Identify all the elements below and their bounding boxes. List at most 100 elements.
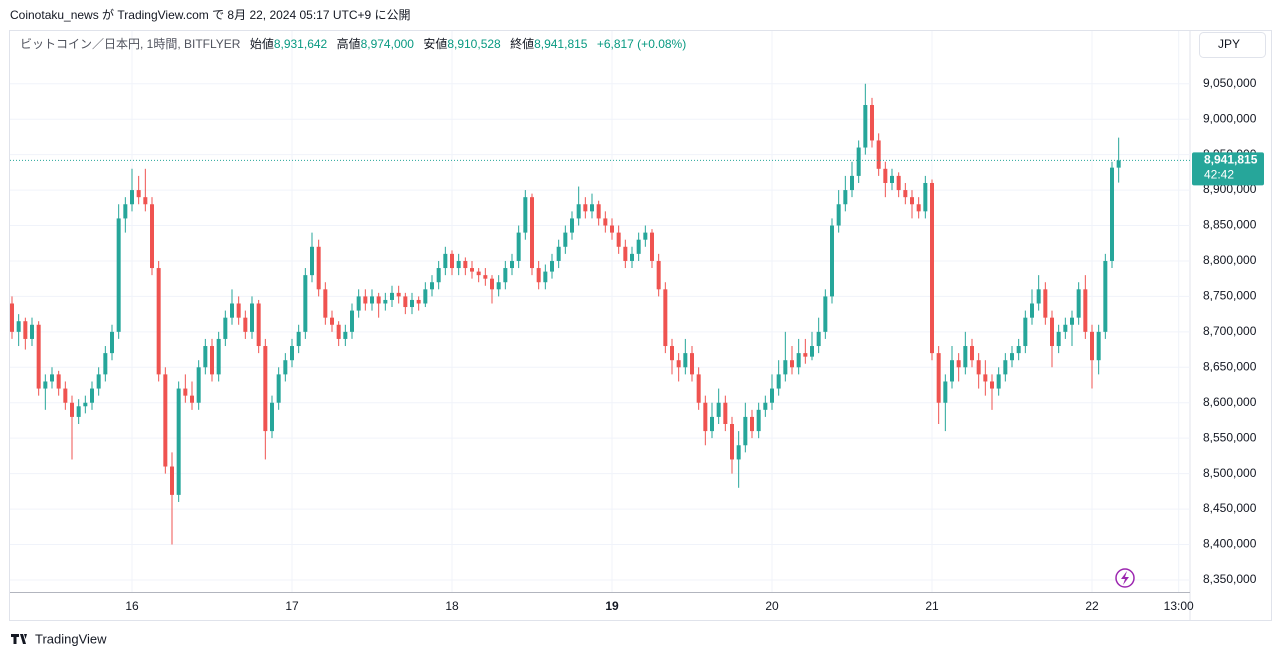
candle-body xyxy=(703,402,708,432)
candle-body xyxy=(90,388,94,403)
candle-body xyxy=(176,388,181,495)
candle-body xyxy=(890,175,894,183)
legend-symbol: ビットコイン／日本円, 1時間, BITFLYER xyxy=(20,37,241,51)
candle-body xyxy=(636,239,641,254)
x-tick-label: 22 xyxy=(1085,599,1099,613)
candle-body xyxy=(563,232,568,247)
candle-body xyxy=(356,296,361,311)
candle-body xyxy=(910,197,914,205)
x-tick-label: 18 xyxy=(445,599,459,613)
candle-body xyxy=(950,360,954,382)
legend-low: 8,910,528 xyxy=(447,37,501,51)
candle-body xyxy=(350,310,354,332)
candle-body xyxy=(163,374,168,467)
candle-body xyxy=(970,346,974,361)
y-tick-label: 9,000,000 xyxy=(1203,111,1257,125)
candle-body xyxy=(1003,360,1008,375)
candle-body xyxy=(250,303,254,332)
x-tick-label: 17 xyxy=(285,599,299,613)
candle-body xyxy=(656,260,661,290)
candle-body xyxy=(1096,331,1101,361)
candle-body xyxy=(870,105,874,141)
candle-body xyxy=(110,331,114,354)
candle-body xyxy=(956,360,961,368)
candle-body xyxy=(383,299,388,304)
candle-body xyxy=(36,324,41,389)
candle-body xyxy=(430,282,434,290)
legend-open: 8,931,642 xyxy=(274,37,328,51)
candle-body xyxy=(576,204,581,219)
candle-body xyxy=(1076,289,1081,318)
candle-body xyxy=(1036,289,1041,304)
candle-body xyxy=(770,388,774,403)
y-tick-label: 8,550,000 xyxy=(1203,430,1257,444)
candle-body xyxy=(610,225,614,233)
candle-body xyxy=(323,289,328,318)
candle-body xyxy=(723,402,728,424)
candle-body xyxy=(523,197,528,233)
candle-body xyxy=(456,260,461,269)
candle-body xyxy=(936,353,941,403)
footer-logo xyxy=(11,634,27,644)
candle-body xyxy=(603,218,608,226)
candle-body xyxy=(96,374,101,389)
candle-body xyxy=(583,204,588,212)
legend-high-label: 高値 xyxy=(337,36,361,51)
x-tick-label: 19 xyxy=(605,599,619,613)
legend-close-label: 終値 xyxy=(510,36,534,51)
candle-body xyxy=(783,360,788,375)
candle-body xyxy=(243,317,248,332)
candle-body xyxy=(390,292,394,300)
candle-body xyxy=(236,303,241,318)
candle-body xyxy=(270,402,274,432)
candle-body xyxy=(170,466,174,495)
candle-body xyxy=(663,289,668,347)
y-tick-label: 8,750,000 xyxy=(1203,289,1257,303)
candle-body xyxy=(490,278,494,290)
candle-body xyxy=(210,346,214,375)
candle-body xyxy=(596,204,601,219)
candle-body xyxy=(830,225,834,297)
candle-body xyxy=(543,271,548,283)
candle-body xyxy=(736,445,741,460)
candle-body xyxy=(943,381,948,403)
y-tick-label: 8,900,000 xyxy=(1203,182,1257,196)
legend-high: 8,974,000 xyxy=(361,37,415,51)
chart-frame xyxy=(9,30,1272,621)
candle-body xyxy=(623,246,628,261)
last-price-box xyxy=(1192,152,1264,186)
legend-change: +6,817 (+0.08%) xyxy=(597,37,686,51)
candle-body xyxy=(230,303,234,318)
plot xyxy=(10,31,1190,592)
candle-body xyxy=(123,204,128,219)
candle-body xyxy=(330,317,334,325)
x-tick-label: 13:00 xyxy=(1164,599,1194,613)
candle-body xyxy=(710,416,714,432)
candle-body xyxy=(836,204,841,226)
candle-body xyxy=(296,331,301,347)
ohlc-legend: ビットコイン／日本円, 1時間, BITFLYER 始値8,931,642 高値… xyxy=(20,36,686,51)
candle-body xyxy=(1083,289,1088,332)
candle-body xyxy=(1050,317,1054,347)
candle-body xyxy=(30,324,34,339)
candle-body xyxy=(863,105,868,148)
candle-body xyxy=(76,406,81,417)
candle-body xyxy=(556,246,561,261)
y-tick-label: 8,800,000 xyxy=(1203,253,1257,267)
candle-body xyxy=(43,381,48,389)
currency-button[interactable] xyxy=(1199,32,1266,58)
candle-body xyxy=(763,402,768,410)
candle-body xyxy=(56,374,61,389)
candle-body xyxy=(856,147,861,176)
candle-body xyxy=(283,360,288,375)
candle-body xyxy=(743,416,748,446)
candle-body xyxy=(590,204,594,212)
y-tick-label: 8,450,000 xyxy=(1203,501,1257,515)
candle-body xyxy=(70,402,74,417)
candle-body xyxy=(823,296,828,332)
candle-body xyxy=(436,268,441,283)
candle-body xyxy=(1010,353,1014,361)
candle-body xyxy=(650,232,654,261)
candle-body xyxy=(1056,331,1061,347)
candle-body xyxy=(416,299,421,304)
